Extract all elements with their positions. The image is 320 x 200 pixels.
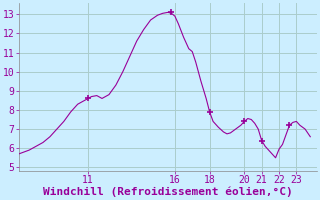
- X-axis label: Windchill (Refroidissement éolien,°C): Windchill (Refroidissement éolien,°C): [43, 187, 293, 197]
